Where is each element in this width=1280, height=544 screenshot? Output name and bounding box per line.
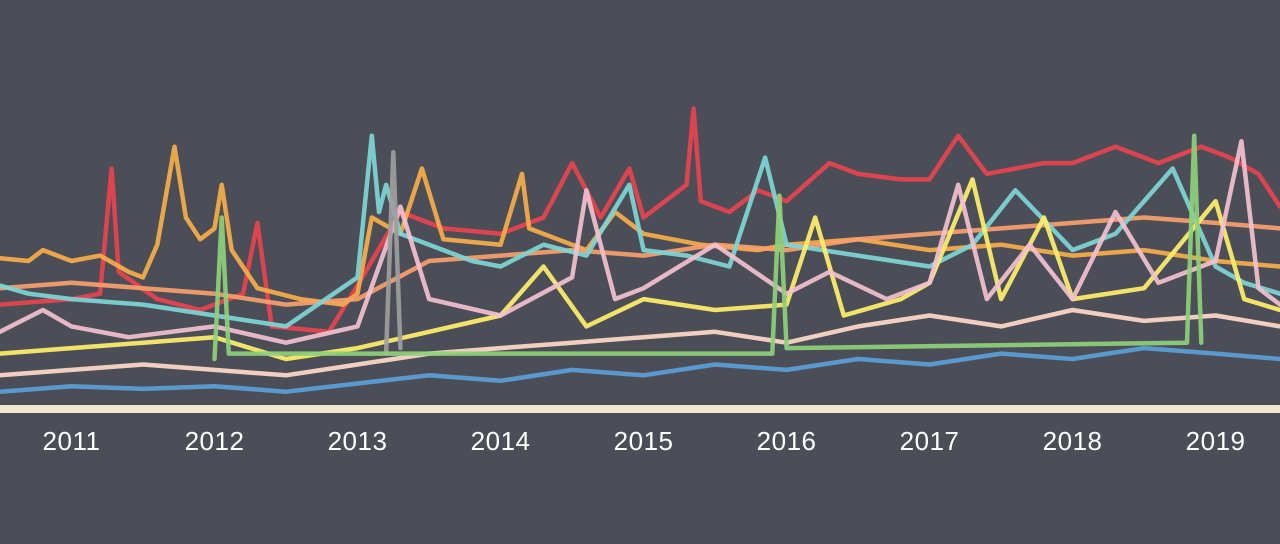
x-tick-label-2014: 2014 [471, 426, 531, 456]
x-tick-label-2019: 2019 [1186, 426, 1246, 456]
series-line-6 [0, 139, 1280, 345]
x-tick-label-2012: 2012 [185, 426, 245, 456]
x-axis-ticks: 2011 2012 2013 2014 2015 2016 2017 2018 2019 [43, 426, 1246, 456]
x-tick-label-2018: 2018 [1043, 426, 1103, 456]
x-tick-label-2011: 2011 [43, 426, 101, 456]
series-line-10 [212, 133, 1204, 362]
x-tick-label-2013: 2013 [328, 426, 388, 456]
x-tick-label-2017: 2017 [900, 426, 960, 456]
series-line-7 [0, 307, 1280, 378]
x-tick-label-2015: 2015 [614, 426, 674, 456]
series-line-4 [0, 133, 1280, 329]
series-line-3 [0, 215, 1280, 307]
series-line-8 [0, 345, 1280, 394]
x-tick-label-2016: 2016 [757, 426, 817, 456]
chart-baseline [0, 405, 1280, 413]
series-line-9 [383, 149, 403, 356]
series-line-1 [0, 106, 1280, 335]
series-layer [0, 106, 1280, 394]
